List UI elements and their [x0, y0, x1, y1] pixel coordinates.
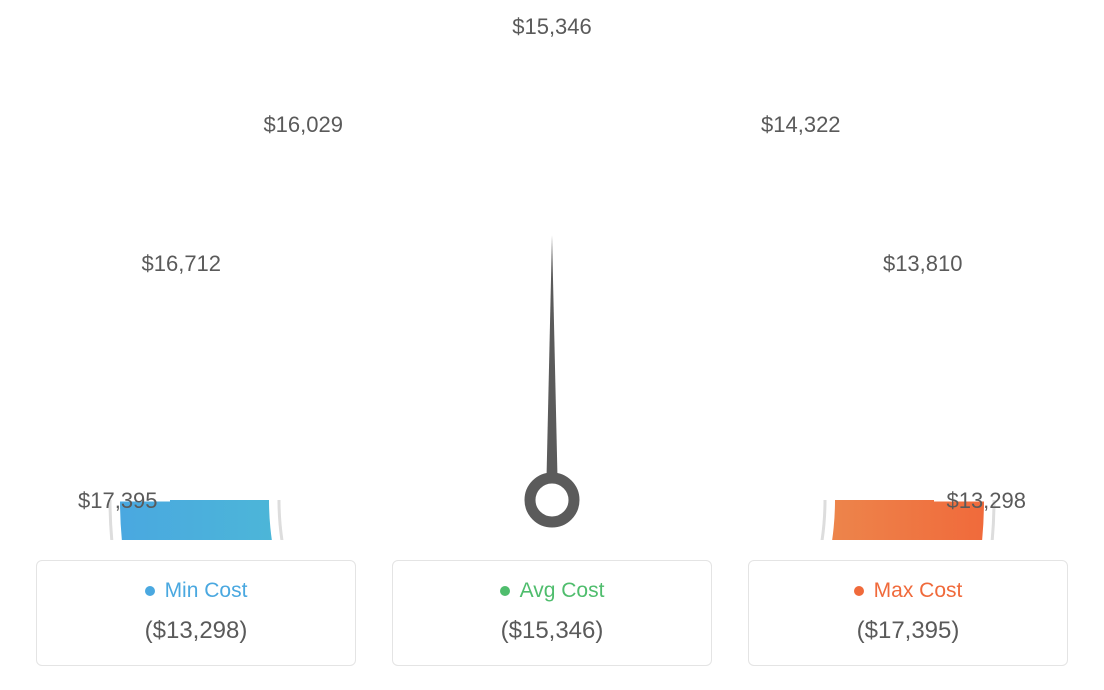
- gauge-tick-label: $16,712: [142, 251, 242, 277]
- gauge-tick-label: $17,395: [78, 488, 178, 514]
- max-cost-dot: [854, 586, 864, 596]
- avg-cost-card: Avg Cost ($15,346): [392, 560, 712, 666]
- max-cost-title: Max Cost: [854, 579, 963, 603]
- min-cost-card: Min Cost ($13,298): [36, 560, 356, 666]
- gauge-tick-label: $13,810: [862, 251, 962, 277]
- gauge-tick-label: $13,298: [926, 488, 1026, 514]
- min-cost-title: Min Cost: [145, 579, 248, 603]
- avg-cost-dot: [500, 586, 510, 596]
- gauge-tick-label: $15,346: [502, 14, 602, 40]
- min-cost-value: ($13,298): [47, 617, 345, 645]
- max-cost-value: ($17,395): [759, 617, 1057, 645]
- avg-cost-label: Avg Cost: [520, 579, 605, 603]
- avg-cost-title: Avg Cost: [500, 579, 605, 603]
- cost-gauge-chart: $13,298 $13,810 $14,322 $15,346 $16,029 $16,7…: [0, 0, 1104, 540]
- gauge-tick-label: $16,029: [263, 112, 363, 138]
- min-cost-label: Min Cost: [165, 579, 248, 603]
- max-cost-card: Max Cost ($17,395): [748, 560, 1068, 666]
- min-cost-dot: [145, 586, 155, 596]
- cost-summary-cards: Min Cost ($13,298) Avg Cost ($15,346) Ma…: [36, 560, 1068, 666]
- avg-cost-value: ($15,346): [403, 617, 701, 645]
- max-cost-label: Max Cost: [874, 579, 963, 603]
- gauge-tick-label: $14,322: [741, 112, 841, 138]
